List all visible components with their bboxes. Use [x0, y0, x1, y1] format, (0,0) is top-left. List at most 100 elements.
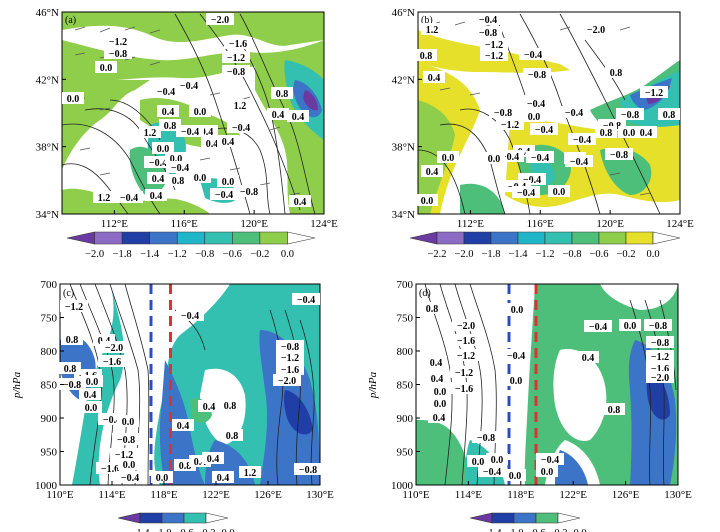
panel-a-contour-labels: −2.0−1.2−0.80.0−1.6−1.2−0.8−0.40.0−0.40.… [62, 13, 311, 208]
y-tick-label: 750 [41, 313, 58, 325]
contour-label: −1.2 [501, 120, 519, 131]
contour-label-box [276, 340, 304, 352]
contour-label: −0.4 [573, 135, 591, 146]
y-tick-label: 950 [41, 447, 58, 459]
contour-label-box [115, 191, 143, 203]
contour-label: 0.8 [66, 335, 79, 346]
contour-label: −0.4 [215, 190, 233, 201]
contour-label: 0.4 [294, 197, 307, 208]
contour-label-box [577, 351, 599, 363]
y-tick-label: 34°N [36, 209, 59, 221]
panel-d: (d) p/hPa 0.8−2.0−1.6−1.20.40.4−1.2−1.60… [367, 279, 692, 532]
contour-label-box [118, 458, 140, 470]
colorbar-segment [259, 231, 288, 245]
contour-label: 0.4 [162, 107, 175, 118]
contour-label: 0.4 [426, 167, 439, 178]
x-tick-label: 112°E [101, 218, 128, 230]
colorbar-segment [463, 231, 492, 245]
contour-label: −0.4 [479, 15, 497, 26]
panel-d-y-axis-title: p/hPa [367, 371, 379, 399]
panel-d-colorbar: −1.4−1.0−0.6−0.2 0.0 [469, 512, 587, 532]
contour-label-box [239, 466, 261, 478]
contour-label: 0.0 [156, 473, 169, 484]
contour-label: 0.0 [624, 321, 637, 332]
contour-label-box [152, 142, 174, 154]
contour-label: −0.4 [565, 108, 583, 119]
contour-label: −2.0 [278, 376, 296, 387]
colorbar-tick-label: 0.0 [281, 249, 294, 260]
y-tick-label: 42°N [392, 74, 415, 86]
contour-label-box [423, 71, 445, 83]
contour-label: −1.6 [457, 336, 475, 347]
contour-label-box [217, 175, 239, 187]
y-tick-label: 750 [397, 313, 414, 325]
panel-b: (b) −0.4−0.81.2 −2.0−1.2−0.40.8 −1.2−0.8 0.… [392, 7, 694, 260]
colorbar-segment [513, 512, 537, 524]
colorbar-segment [117, 512, 141, 524]
contour-label: 0.0 [170, 154, 183, 165]
colorbar-segment [625, 231, 654, 245]
contour-label: −0.4 [589, 322, 607, 333]
contour-label-box [605, 148, 633, 160]
contour-label-box [425, 356, 447, 368]
contour-label-box [536, 453, 564, 465]
contour-label-box [472, 431, 500, 443]
contour-label: 0.4 [428, 73, 441, 84]
contour-label: 0.8 [663, 110, 676, 121]
contour-label: 0.4 [272, 110, 285, 121]
contour-label-box [421, 302, 443, 314]
contour-label-box [530, 123, 558, 135]
contour-label: −0.4 [501, 152, 519, 163]
colorbar-segment [491, 512, 515, 524]
contour-label: −1.6 [651, 364, 669, 375]
contour-label-box [289, 195, 311, 207]
panel-c-contour-labels: −1.20.80.4−2.0−1.6−1.6−0.80.80.00.40.0−0… [58, 293, 322, 484]
contour-label: 0.0 [122, 417, 135, 428]
contour-label: −0.4 [181, 311, 199, 322]
contour-label-box [189, 171, 211, 183]
contour-label-box [61, 333, 83, 345]
contour-label-box [175, 79, 203, 91]
contour-label: −1.2 [455, 368, 473, 379]
contour-label-box [157, 105, 179, 117]
contour-label: −0.4 [171, 163, 189, 174]
colorbar-segment [436, 231, 465, 245]
colorbar-segment [557, 512, 581, 524]
y-tick-label: 42°N [36, 74, 59, 86]
contour-label-box [429, 397, 451, 409]
contour-label: −0.8 [479, 28, 497, 39]
panel-a-shade-green-band [62, 40, 324, 82]
x-tick-label: 114°E [98, 489, 125, 501]
contour-label-box [480, 38, 508, 50]
contour-label-box [287, 110, 309, 122]
colorbar-tick-label: −0.2 [196, 528, 215, 532]
x-tick-label: 118°E [150, 489, 177, 501]
colorbar-tick-label: −0.6 [223, 249, 242, 260]
contour-label-box [644, 319, 672, 331]
contour-label-box [506, 303, 528, 315]
contour-label: −1.2 [115, 450, 133, 461]
contour-label: 1.2 [98, 193, 111, 204]
contour-label: −0.4 [232, 123, 250, 134]
y-tick-label: 950 [397, 447, 414, 459]
contour-label: 0.0 [509, 471, 522, 482]
contour-label: 0.8 [64, 364, 77, 375]
panel-c-axis-ticks: 110°E 114°E 118°E 122°E 126°E 130°E 700 750 800 8… [35, 279, 334, 501]
contour-label-box [221, 429, 243, 441]
contour-label-box [646, 336, 674, 348]
contour-label-box [429, 385, 451, 397]
contour-label: −1.2 [651, 352, 669, 363]
contour-label: −0.4 [483, 467, 501, 478]
contour-label: −0.8 [649, 321, 667, 332]
x-tick-label: 124°E [310, 218, 338, 230]
contour-label: 0.8 [600, 128, 613, 139]
contour-label: 0.4 [217, 473, 230, 484]
contour-label-box [522, 97, 550, 109]
colorbar-tick-label: −0.6 [174, 528, 193, 532]
contour-label-box [176, 309, 204, 321]
contour-label-box [646, 371, 674, 383]
contour-label: −0.8 [63, 380, 81, 391]
contour-label-box [536, 465, 558, 477]
contour-label-box [658, 108, 680, 120]
